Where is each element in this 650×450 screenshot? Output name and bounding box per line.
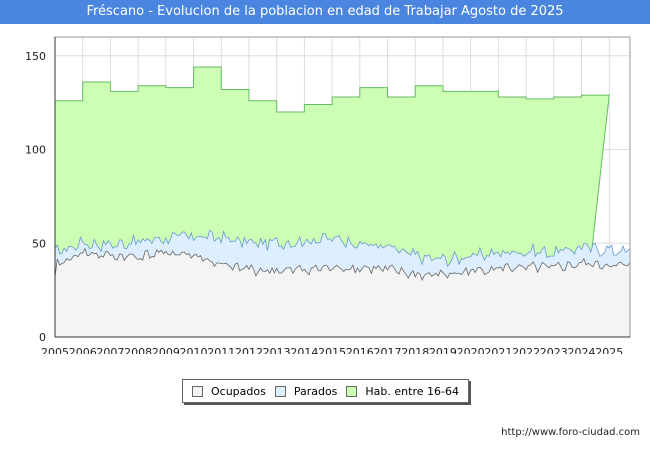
legend-item-parados: Parados	[274, 384, 338, 398]
x-tick-label: 2020	[457, 346, 485, 354]
series-line-parados	[54, 229, 631, 268]
x-tick-label: 2019	[429, 346, 457, 354]
source-url: http://www.foro-ciudad.com	[501, 427, 640, 438]
y-tick-label: 50	[32, 237, 46, 250]
series-area-ocupados	[55, 248, 630, 337]
y-tick-label: 150	[25, 50, 46, 63]
legend-label-hab: Hab. entre 16-64	[365, 384, 459, 398]
chart-title: Fréscano - Evolucion de la poblacion en …	[0, 0, 650, 24]
series-line-ocupados	[54, 247, 631, 282]
x-tick-label: 2013	[263, 346, 291, 354]
x-tick-label: 2008	[124, 346, 152, 354]
legend-label-ocupados: Ocupados	[210, 384, 266, 398]
chart-canvas: FORO-CIUDAD.COM 050100150200520062007200…	[25, 36, 631, 354]
legend-item-ocupados: Ocupados	[191, 384, 266, 398]
x-tick-label: 2011	[207, 346, 235, 354]
x-tick-label: 2005	[41, 346, 69, 354]
x-tick-label: 2015	[318, 346, 346, 354]
x-tick-label: 2024	[568, 346, 596, 354]
x-tick-label: 2006	[69, 346, 97, 354]
x-tick-label: 2023	[540, 346, 568, 354]
x-tick-label: 2009	[152, 346, 180, 354]
legend-item-hab: Hab. entre 16-64	[346, 385, 459, 398]
x-tick-label: 2016	[346, 346, 374, 354]
x-tick-label: 2007	[96, 346, 124, 354]
legend-label-parados: Parados	[293, 384, 338, 398]
legend-swatch-parados	[274, 385, 286, 397]
x-tick-label: 2021	[484, 346, 512, 354]
x-tick-label: 2014	[290, 346, 318, 354]
legend-swatch-ocupados	[191, 385, 203, 397]
legend-swatch-hab	[346, 385, 358, 397]
watermark: FORO-CIUDAD.COM	[226, 345, 457, 354]
series-areas	[54, 66, 631, 338]
x-tick-label: 2025	[595, 346, 623, 354]
x-tick-label: 2012	[235, 346, 263, 354]
x-tick-label: 2010	[180, 346, 208, 354]
y-tick-label: 0	[39, 331, 46, 344]
x-tick-label: 2017	[374, 346, 402, 354]
x-tick-label: 2018	[401, 346, 429, 354]
y-tick-label: 100	[25, 144, 46, 157]
legend: Ocupados Parados Hab. entre 16-64	[182, 379, 469, 403]
x-tick-label: 2022	[512, 346, 540, 354]
